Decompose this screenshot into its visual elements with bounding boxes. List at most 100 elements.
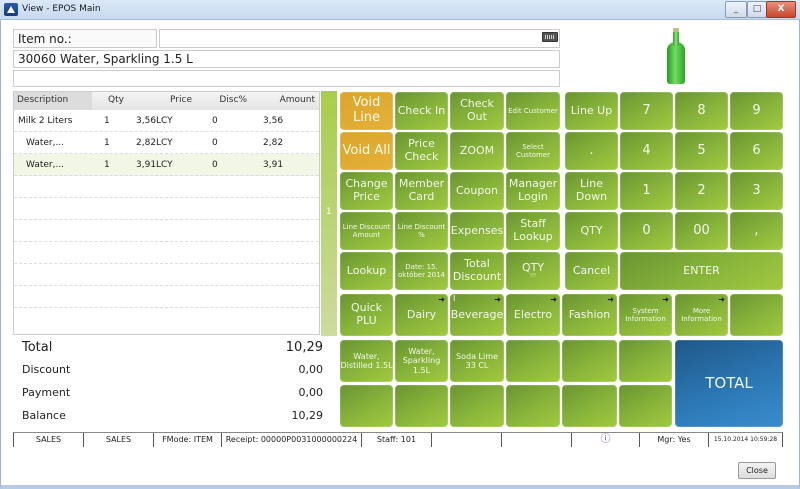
system-information-label: System Information xyxy=(625,306,666,323)
electro-button[interactable]: Electro ➜ xyxy=(506,294,560,336)
col-amount[interactable]: Amount xyxy=(279,95,315,105)
select-customer-button[interactable]: Select Customer xyxy=(506,132,560,170)
col-price[interactable]: Price xyxy=(170,95,192,105)
info-icon[interactable]: ⓘ xyxy=(571,433,639,447)
dairy-button[interactable]: Dairy ➜ xyxy=(395,294,448,336)
empty-menu-button[interactable] xyxy=(730,294,783,336)
status-manager: Mgr: Yes xyxy=(639,433,708,447)
numpad-1[interactable]: 1 xyxy=(620,172,673,210)
table-row[interactable]: Milk 2 Liters 1 3,56LCY 0 3,56 xyxy=(14,110,319,132)
staff-lookup-button[interactable]: Staff Lookup xyxy=(506,212,560,250)
qty-menu-sub: !!! xyxy=(529,273,536,280)
empty-row xyxy=(14,220,319,242)
plu-soda-lime-button[interactable]: Soda Lime 33 CL xyxy=(450,340,504,382)
member-card-button[interactable]: Member Card xyxy=(395,172,448,210)
cell-price: 3,56LCY xyxy=(136,115,173,126)
numpad-0[interactable]: 0 xyxy=(620,212,673,250)
window-title: View - EPOS Main xyxy=(22,4,101,14)
change-price-button[interactable]: Change Price xyxy=(340,172,393,210)
table-row[interactable]: Water,... 1 2,82LCY 0 2,82 xyxy=(14,132,319,154)
expenses-button[interactable]: Expenses xyxy=(450,212,504,250)
empty-plu-button[interactable] xyxy=(619,385,672,427)
cell-disc: 0 xyxy=(212,115,218,126)
numpad-4[interactable]: 4 xyxy=(620,132,673,170)
empty-plu-button[interactable] xyxy=(619,340,672,382)
item-no-input[interactable] xyxy=(159,29,560,48)
numpad-2[interactable]: 2 xyxy=(675,172,728,210)
keyboard-icon[interactable] xyxy=(542,32,558,42)
check-out-button[interactable]: Check Out xyxy=(450,92,504,130)
numpad-dot[interactable]: . xyxy=(565,132,618,170)
qty-menu-button[interactable]: QTY !!! xyxy=(506,252,560,290)
beverage-button[interactable]: I Beverage ➜ xyxy=(450,294,504,336)
price-check-button[interactable]: Price Check xyxy=(395,132,448,170)
empty-plu-button[interactable] xyxy=(562,340,617,382)
line-down-button[interactable]: Line Down xyxy=(565,172,618,210)
submenu-arrow-icon: ➜ xyxy=(438,295,445,304)
void-line-button[interactable]: Void Line xyxy=(340,92,393,130)
date-button[interactable]: Date: 15. október 2014 xyxy=(395,252,448,290)
line-discount-amount-button[interactable]: Line Discount Amount xyxy=(340,212,393,250)
balance-label: Balance xyxy=(22,409,66,422)
line-up-button[interactable]: Line Up xyxy=(565,92,618,130)
plu-water-sparkling-button[interactable]: Water, Sparkling 1.5L xyxy=(395,340,448,382)
numpad-6[interactable]: 6 xyxy=(730,132,783,170)
more-information-button[interactable]: More Information ➜ xyxy=(675,294,728,336)
numpad-8[interactable]: 8 xyxy=(675,92,728,130)
close-window-button[interactable]: X xyxy=(766,1,796,18)
sales-lines-grid: Description Qty Price Disc% Amount Milk … xyxy=(13,91,320,335)
total-discount-button[interactable]: Total Discount xyxy=(450,252,504,290)
grid-scrollbar[interactable]: 1 xyxy=(321,91,337,336)
table-row-selected[interactable]: Water,... 1 3,91LCY 0 3,91 xyxy=(14,154,319,176)
submenu-arrow-icon: ➜ xyxy=(662,295,669,304)
empty-plu-button[interactable] xyxy=(395,385,448,427)
check-in-button[interactable]: Check In xyxy=(395,92,448,130)
coupon-button[interactable]: Coupon xyxy=(450,172,504,210)
qty-button[interactable]: QTY xyxy=(565,212,618,250)
minimize-button[interactable]: _ xyxy=(725,1,747,18)
payment-row: Payment 0,00 xyxy=(13,381,333,404)
numpad-00[interactable]: 00 xyxy=(675,212,728,250)
col-disc[interactable]: Disc% xyxy=(219,95,247,105)
empty-plu-button[interactable] xyxy=(562,385,617,427)
numpad-9[interactable]: 9 xyxy=(730,92,783,130)
empty-plu-button[interactable] xyxy=(340,385,393,427)
empty-plu-button[interactable] xyxy=(506,385,560,427)
system-information-button[interactable]: System Information ➜ xyxy=(619,294,672,336)
enter-button[interactable]: ENTER xyxy=(620,252,783,290)
app-icon xyxy=(4,3,18,16)
cancel-button[interactable]: Cancel xyxy=(565,252,618,290)
lookup-button[interactable]: Lookup xyxy=(340,252,393,290)
numpad-3[interactable]: 3 xyxy=(730,172,783,210)
col-qty[interactable]: Qty xyxy=(108,95,124,105)
plu-water-distilled-button[interactable]: Water, Distilled 1.5L xyxy=(340,340,393,382)
maximize-button[interactable]: □ xyxy=(747,1,767,18)
empty-row xyxy=(14,264,319,286)
line-discount-percent-button[interactable]: Line Discount % xyxy=(395,212,448,250)
total-value: 10,29 xyxy=(285,339,323,355)
empty-plu-button[interactable] xyxy=(506,340,560,382)
beverage-marker: I xyxy=(453,294,456,303)
manager-login-button[interactable]: Manager Login xyxy=(506,172,560,210)
status-mode-2: SALES xyxy=(83,433,153,447)
col-description[interactable]: Description xyxy=(14,92,92,110)
submenu-arrow-icon: ➜ xyxy=(607,295,614,304)
numpad-comma[interactable]: , xyxy=(730,212,783,250)
item-description-field: 30060 Water, Sparkling 1.5 L xyxy=(13,50,560,68)
quick-plu-button[interactable]: Quick PLU xyxy=(340,294,393,336)
total-button[interactable]: TOTAL xyxy=(675,340,783,427)
edit-customer-button[interactable]: Edit Customer xyxy=(506,92,560,130)
payment-value: 0,00 xyxy=(298,386,324,399)
cell-amount: 3,56 xyxy=(263,115,284,126)
cell-qty: 1 xyxy=(104,159,110,170)
numpad-7[interactable]: 7 xyxy=(620,92,673,130)
numpad-5[interactable]: 5 xyxy=(675,132,728,170)
void-all-button[interactable]: Void All xyxy=(340,132,393,170)
zoom-button[interactable]: ZOOM xyxy=(450,132,504,170)
electro-label: Electro xyxy=(513,307,553,321)
close-button[interactable]: Close xyxy=(738,462,776,479)
submenu-arrow-icon: ➜ xyxy=(494,295,501,304)
status-staff: Staff: 101 xyxy=(361,433,431,447)
empty-plu-button[interactable] xyxy=(450,385,504,427)
fashion-button[interactable]: Fashion ➜ xyxy=(562,294,617,336)
